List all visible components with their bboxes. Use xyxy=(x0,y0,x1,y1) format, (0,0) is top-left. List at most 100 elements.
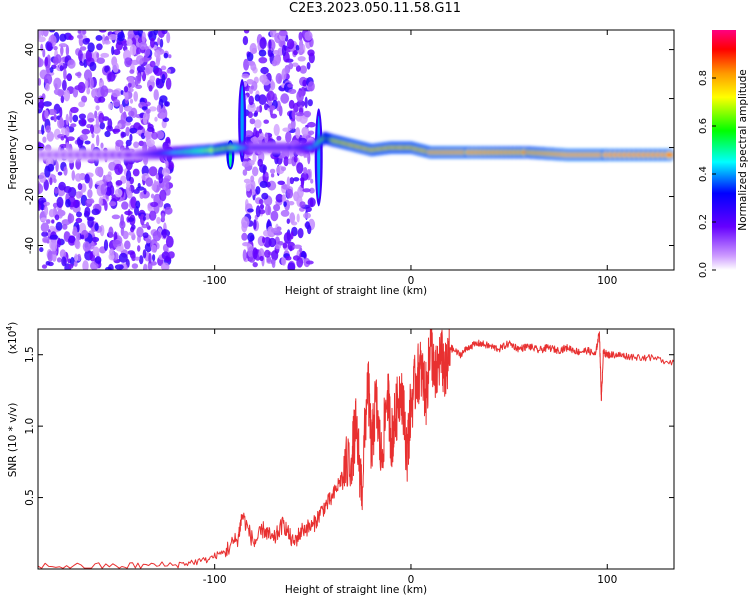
heatmap-speckle xyxy=(160,65,167,71)
heatmap-speckle xyxy=(308,130,315,136)
heatmap-speckle xyxy=(62,79,67,91)
heatmap-speckle xyxy=(241,161,250,168)
heatmap-speckle xyxy=(270,227,280,234)
heatmap-speckle xyxy=(137,182,141,189)
heatmap-speckle xyxy=(87,189,93,199)
heatmap-speckle xyxy=(254,119,262,129)
heatmap-speckle xyxy=(46,131,54,142)
heatmap-speckle xyxy=(149,75,156,82)
heatmap-speckle xyxy=(85,79,89,89)
heatmap-speckle xyxy=(109,248,115,256)
heatmap-speckle xyxy=(77,30,82,34)
heatmap-speckle xyxy=(297,228,304,239)
heatmap-speckle xyxy=(247,102,256,113)
heatmap-speckle xyxy=(118,252,128,263)
heatmap-speckle xyxy=(103,40,111,45)
heatmap-speckle xyxy=(241,216,250,229)
snr-x-axis: -100 0 100 xyxy=(203,329,617,586)
heatmap-speckle xyxy=(148,30,157,42)
heatmap-speckle xyxy=(252,153,257,163)
heatmap-speckle xyxy=(310,178,314,184)
heatmap-speckle xyxy=(304,31,313,41)
heatmap-speckle xyxy=(68,263,74,269)
heatmap-speckle xyxy=(125,126,130,137)
heatmap-speckle xyxy=(250,175,255,183)
heatmap-speckle xyxy=(91,236,100,243)
heatmap-speckle xyxy=(53,77,62,89)
heatmap-speckle xyxy=(291,62,299,67)
heatmap-speckle xyxy=(300,172,309,181)
heatmap-speckle xyxy=(293,244,302,249)
heatmap-speckle xyxy=(286,38,295,50)
heatmap-speckle xyxy=(153,89,159,101)
heatmap-speckle xyxy=(86,199,95,204)
heatmap-speckle xyxy=(84,173,90,184)
colorbar-tick-label: 0.2 xyxy=(698,214,709,230)
heatmap-speckle xyxy=(162,228,167,239)
heatmap-speckle xyxy=(247,111,253,119)
heatmap-speckle xyxy=(100,85,109,97)
heatmap-speckle xyxy=(51,240,58,252)
heatmap-speckle xyxy=(283,156,289,167)
heatmap-speckle xyxy=(41,264,48,269)
heatmap-speckle xyxy=(268,237,277,248)
heatmap-speckle xyxy=(124,210,133,216)
heatmap-speckle xyxy=(92,246,100,257)
heatmap-speckle xyxy=(45,125,51,133)
heatmap-speckle xyxy=(68,35,74,41)
heatmap-speckle xyxy=(65,113,70,126)
heatmap-speckle xyxy=(262,236,266,244)
heatmap-speckle xyxy=(42,236,50,243)
heatmap-speckle xyxy=(127,217,135,222)
heatmap-speckle xyxy=(148,166,158,177)
heatmap-speckle xyxy=(150,37,155,49)
heatmap-speckle xyxy=(250,62,257,71)
heatmap-speckle xyxy=(275,73,283,84)
heatmap-speckle xyxy=(269,168,276,174)
heatmap-speckle xyxy=(250,136,259,143)
snr-frame xyxy=(37,328,675,570)
x-tick-label: 100 xyxy=(597,275,617,287)
heatmap-speckle xyxy=(295,112,305,117)
heatmap-speckle xyxy=(307,121,316,128)
heatmap-speckle xyxy=(46,42,53,51)
heatmap-speckle xyxy=(164,174,172,182)
heatmap-speckle xyxy=(72,226,78,237)
heatmap-speckle xyxy=(158,173,163,184)
heatmap-speckle xyxy=(287,83,294,88)
heatmap-speckle xyxy=(53,56,59,66)
heatmap-speckle xyxy=(161,213,165,222)
heatmap-speckle xyxy=(53,178,57,184)
heatmap-speckle xyxy=(76,211,82,218)
heatmap-speckle xyxy=(150,244,157,253)
heatmap-speckle xyxy=(136,226,144,238)
heatmap-speckle xyxy=(278,30,288,37)
heatmap-speckle xyxy=(75,191,82,199)
heatmap-speckle xyxy=(307,49,315,57)
heatmap-speckle xyxy=(45,261,51,266)
heatmap-speckle xyxy=(46,69,51,74)
heatmap-speckle xyxy=(258,57,268,64)
snr-series-line xyxy=(38,329,674,569)
heatmap-speckle xyxy=(286,188,294,199)
heatmap-speckle xyxy=(300,178,304,189)
heatmap-speckle xyxy=(241,232,248,241)
heatmap-speckle xyxy=(161,180,170,192)
heatmap-speckle xyxy=(42,30,49,37)
heatmap-speckle xyxy=(296,100,306,108)
heatmap-scatter-region-0 xyxy=(38,30,176,270)
heatmap-speckle xyxy=(267,205,272,216)
spectrogram-x-axis: -100 0 100 xyxy=(203,30,617,287)
heatmap-speckle xyxy=(68,235,76,244)
heatmap-speckle xyxy=(293,177,300,182)
heatmap-speckle xyxy=(130,196,137,209)
heatmap-speckle xyxy=(309,187,315,194)
heatmap-speckle xyxy=(295,127,301,139)
heatmap-speckle xyxy=(38,172,47,183)
heatmap-speckle xyxy=(39,247,44,253)
heatmap-speckle xyxy=(252,262,258,268)
heatmap-speckle xyxy=(65,126,70,137)
heatmap-speckle xyxy=(53,88,62,96)
heatmap-speckle xyxy=(246,79,255,85)
heatmap-speckle xyxy=(39,96,45,103)
